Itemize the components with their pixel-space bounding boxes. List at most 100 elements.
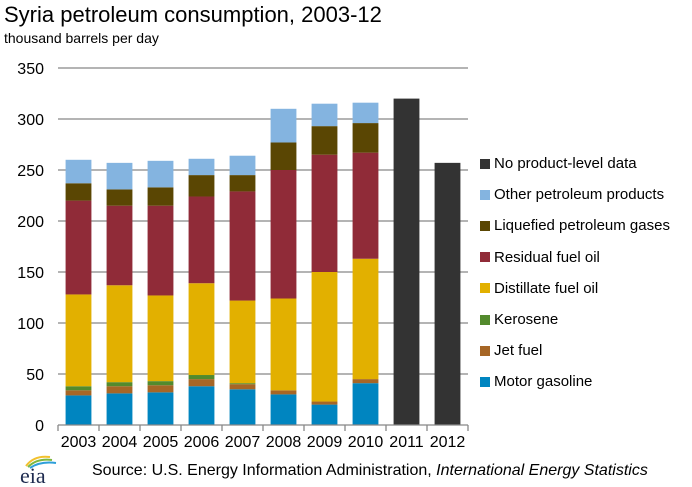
bar-distillate-fuel-oil-2010 [352,258,379,380]
legend-swatch [480,345,490,356]
x-tick-label: 2006 [184,434,220,451]
legend-label: Kerosene [494,311,559,329]
bar-jet-fuel-2005 [147,385,174,393]
bar-jet-fuel-2007 [229,384,256,390]
source-publication: International Energy Statistics [436,462,648,479]
legend-item: Distillate fuel oil [480,273,670,304]
x-tick-labels: 2003 2004 2005 2006 2007 2008 2009 2010 2011 2012 [61,434,466,451]
eia-logo-icon: eia [20,455,57,486]
bar-residual-fuel-oil-2010 [352,152,379,259]
legend-item: Residual fuel oil [480,242,670,273]
bar-other-petroleum-products-2006 [188,158,215,176]
legend-item: Jet fuel [480,335,670,366]
bar-other-petroleum-products-2003 [65,159,92,184]
y-tick-label: 100 [17,316,44,333]
bar-other-petroleum-products-2010 [352,102,379,124]
legend-item: Other petroleum products [480,179,670,210]
y-tick-label: 350 [17,61,44,78]
chart-subtitle: thousand barrels per day [4,30,159,46]
x-tick-label: 2005 [143,434,179,451]
bar-motor-gasoline-2008 [270,394,297,425]
bar-liquefied-petroleum-gases-2005 [147,187,174,206]
legend-swatch [480,158,490,169]
legend-label: Liquefied petroleum gases [494,217,670,235]
legend-swatch [480,283,490,294]
bar-motor-gasoline-2009 [311,404,338,425]
legend-label: Jet fuel [494,342,543,360]
legend-item: Liquefied petroleum gases [480,210,670,241]
legend: No product-level data Other petroleum pro… [480,148,670,398]
bar-no-product-level-data-2011 [393,98,420,425]
x-tick-label: 2003 [61,434,97,451]
legend-label: Residual fuel oil [494,248,600,266]
bar-other-petroleum-products-2009 [311,103,338,127]
bar-liquefied-petroleum-gases-2004 [106,189,133,206]
bar-kerosene-2007 [229,383,256,385]
bar-other-petroleum-products-2004 [106,162,133,190]
bar-residual-fuel-oil-2003 [65,200,92,295]
bar-other-petroleum-products-2008 [270,108,297,143]
bar-other-petroleum-products-2005 [147,160,174,188]
bar-motor-gasoline-2004 [106,393,133,425]
footer: eia Source: U.S. Energy Information Admi… [0,452,692,487]
bar-liquefied-petroleum-gases-2008 [270,142,297,170]
bar-kerosene-2005 [147,381,174,386]
bar-liquefied-petroleum-gases-2010 [352,123,379,153]
y-tick-label: 50 [26,367,44,384]
legend-label: Motor gasoline [494,373,593,391]
bar-motor-gasoline-2003 [65,395,92,425]
legend-item: No product-level data [480,148,670,179]
legend-item: Kerosene [480,304,670,335]
legend-label: Distillate fuel oil [494,279,599,297]
bar-other-petroleum-products-2007 [229,155,256,176]
x-tick-label: 2010 [348,434,384,451]
bar-jet-fuel-2008 [270,390,297,395]
y-tick-label: 250 [17,163,44,180]
eia-logo-text: eia [20,463,46,486]
y-tick-label: 0 [35,418,44,435]
x-tick-label: 2004 [102,434,138,451]
legend-label: No product-level data [494,155,637,173]
bar-kerosene-2006 [188,375,215,380]
bar-motor-gasoline-2006 [188,386,215,425]
chart-title: Syria petroleum consumption, 2003-12 [4,2,382,27]
bar-jet-fuel-2009 [311,401,338,405]
bar-liquefied-petroleum-gases-2006 [188,175,215,197]
bar-residual-fuel-oil-2005 [147,205,174,296]
legend-label: Other petroleum products [494,186,665,204]
x-tick-label: 2008 [266,434,302,451]
bar-liquefied-petroleum-gases-2007 [229,175,256,192]
bar-kerosene-2003 [65,386,92,391]
bar-no-product-level-data-2012 [434,162,461,426]
bar-distillate-fuel-oil-2004 [106,285,133,383]
bar-motor-gasoline-2007 [229,389,256,425]
legend-swatch [480,376,490,387]
legend-swatch [480,189,490,200]
bar-residual-fuel-oil-2006 [188,196,215,284]
bar-residual-fuel-oil-2008 [270,170,297,299]
bar-jet-fuel-2003 [65,390,92,396]
bar-distillate-fuel-oil-2006 [188,283,215,376]
bar-motor-gasoline-2010 [352,383,379,425]
bar-distillate-fuel-oil-2005 [147,295,174,382]
legend-swatch [480,220,490,231]
bars [65,98,461,426]
source-note: Source: U.S. Energy Information Administ… [92,462,648,480]
y-tick-label: 300 [17,112,44,129]
bar-residual-fuel-oil-2007 [229,191,256,301]
x-tick-label: 2009 [307,434,343,451]
bar-residual-fuel-oil-2009 [311,154,338,272]
bar-distillate-fuel-oil-2008 [270,298,297,391]
bar-jet-fuel-2004 [106,386,133,394]
y-tick-label: 150 [17,265,44,282]
bar-distillate-fuel-oil-2009 [311,272,338,402]
bar-jet-fuel-2006 [188,379,215,387]
legend-swatch [480,252,490,263]
x-axis [57,424,469,431]
x-tick-label: 2007 [225,434,261,451]
stacked-bar-chart: 0 50 100 150 200 250 300 350 2003 2004 2005 2006 20… [17,61,469,451]
legend-swatch [480,314,490,325]
y-tick-label: 200 [17,214,44,231]
bar-jet-fuel-2010 [352,379,379,384]
legend-item: Motor gasoline [480,366,670,397]
